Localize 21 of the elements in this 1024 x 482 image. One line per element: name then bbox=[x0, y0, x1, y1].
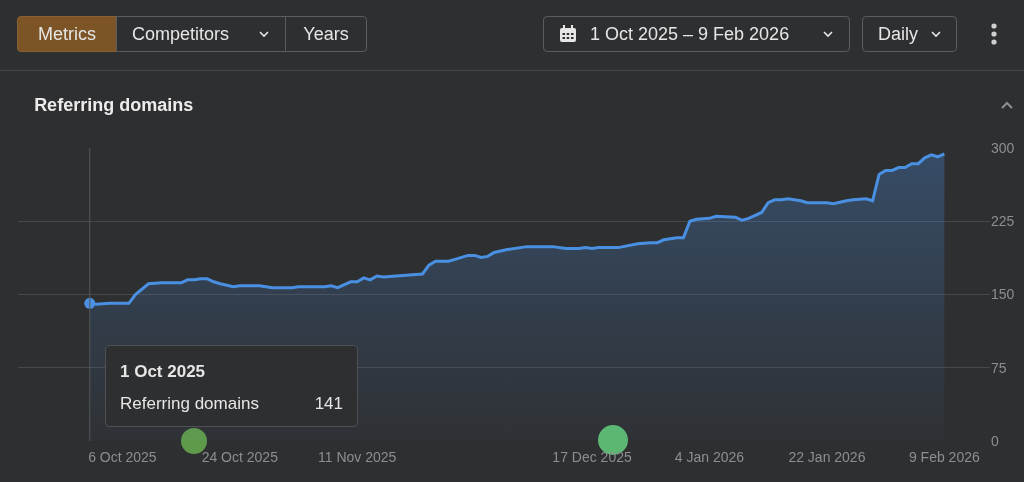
y-tick-label: 0 bbox=[991, 432, 999, 449]
annotation: 1 Oct 2025 bbox=[120, 362, 206, 382]
y-tick-label: 150 bbox=[991, 286, 1015, 303]
x-tick-label: 11 Nov 2025 bbox=[318, 449, 397, 465]
text: 1 Oct 2025 – 9 Feb 2026 bbox=[590, 23, 790, 45]
x-tick-label: 24 Oct 2025 bbox=[201, 449, 279, 465]
y-tick-label: 300 bbox=[991, 139, 1015, 156]
y-tick-label: 225 bbox=[991, 213, 1015, 230]
x-tick-label: 17 Dec 2025 bbox=[552, 449, 632, 465]
x-tick-label: 9 Feb 2026 bbox=[908, 449, 980, 465]
text: Daily bbox=[878, 23, 919, 45]
text: Metrics bbox=[38, 23, 96, 45]
y-tick-label: 75 bbox=[991, 359, 1007, 376]
annotation: Referring domains bbox=[120, 394, 259, 414]
x-tick-label: 4 Jan 2026 bbox=[674, 449, 745, 465]
chart-title: Referring domains bbox=[34, 95, 194, 116]
x-tick-label: 6 Oct 2025 bbox=[88, 449, 157, 465]
text: Competitors bbox=[132, 23, 230, 45]
text: Years bbox=[303, 23, 349, 45]
annotation: 141 bbox=[314, 394, 343, 414]
x-tick-label: 22 Jan 2026 bbox=[788, 449, 866, 465]
